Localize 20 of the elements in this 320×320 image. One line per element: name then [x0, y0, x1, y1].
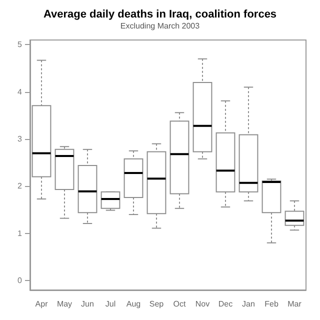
x-tick-label: Sep	[149, 300, 164, 308]
x-tick-label: Dec	[218, 300, 233, 308]
x-tick-label: Feb	[264, 300, 279, 308]
y-tick-label: 4	[18, 87, 23, 96]
x-tick-label: Mar	[288, 300, 302, 308]
y-tick-label: 1	[18, 228, 23, 238]
x-tick-label: Apr	[35, 300, 48, 308]
x-tick-label: Jun	[81, 300, 94, 308]
y-tick-label: 2	[18, 182, 23, 191]
x-tick-label: Jul	[105, 300, 116, 308]
y-tick-label: 3	[18, 134, 23, 144]
chart-subtitle: Excluding March 2003	[120, 22, 200, 30]
x-tick-label: Oct	[173, 300, 186, 308]
y-tick-label: 0	[18, 276, 23, 286]
y-tick-label: 5	[18, 40, 23, 50]
chart-title: Average daily deaths in Iraq, coalition forces	[43, 8, 277, 20]
x-tick-label: Aug	[126, 300, 141, 308]
x-tick-label: May	[56, 300, 72, 308]
x-tick-label: Nov	[195, 300, 210, 308]
x-tick-label: Jan	[242, 300, 255, 308]
